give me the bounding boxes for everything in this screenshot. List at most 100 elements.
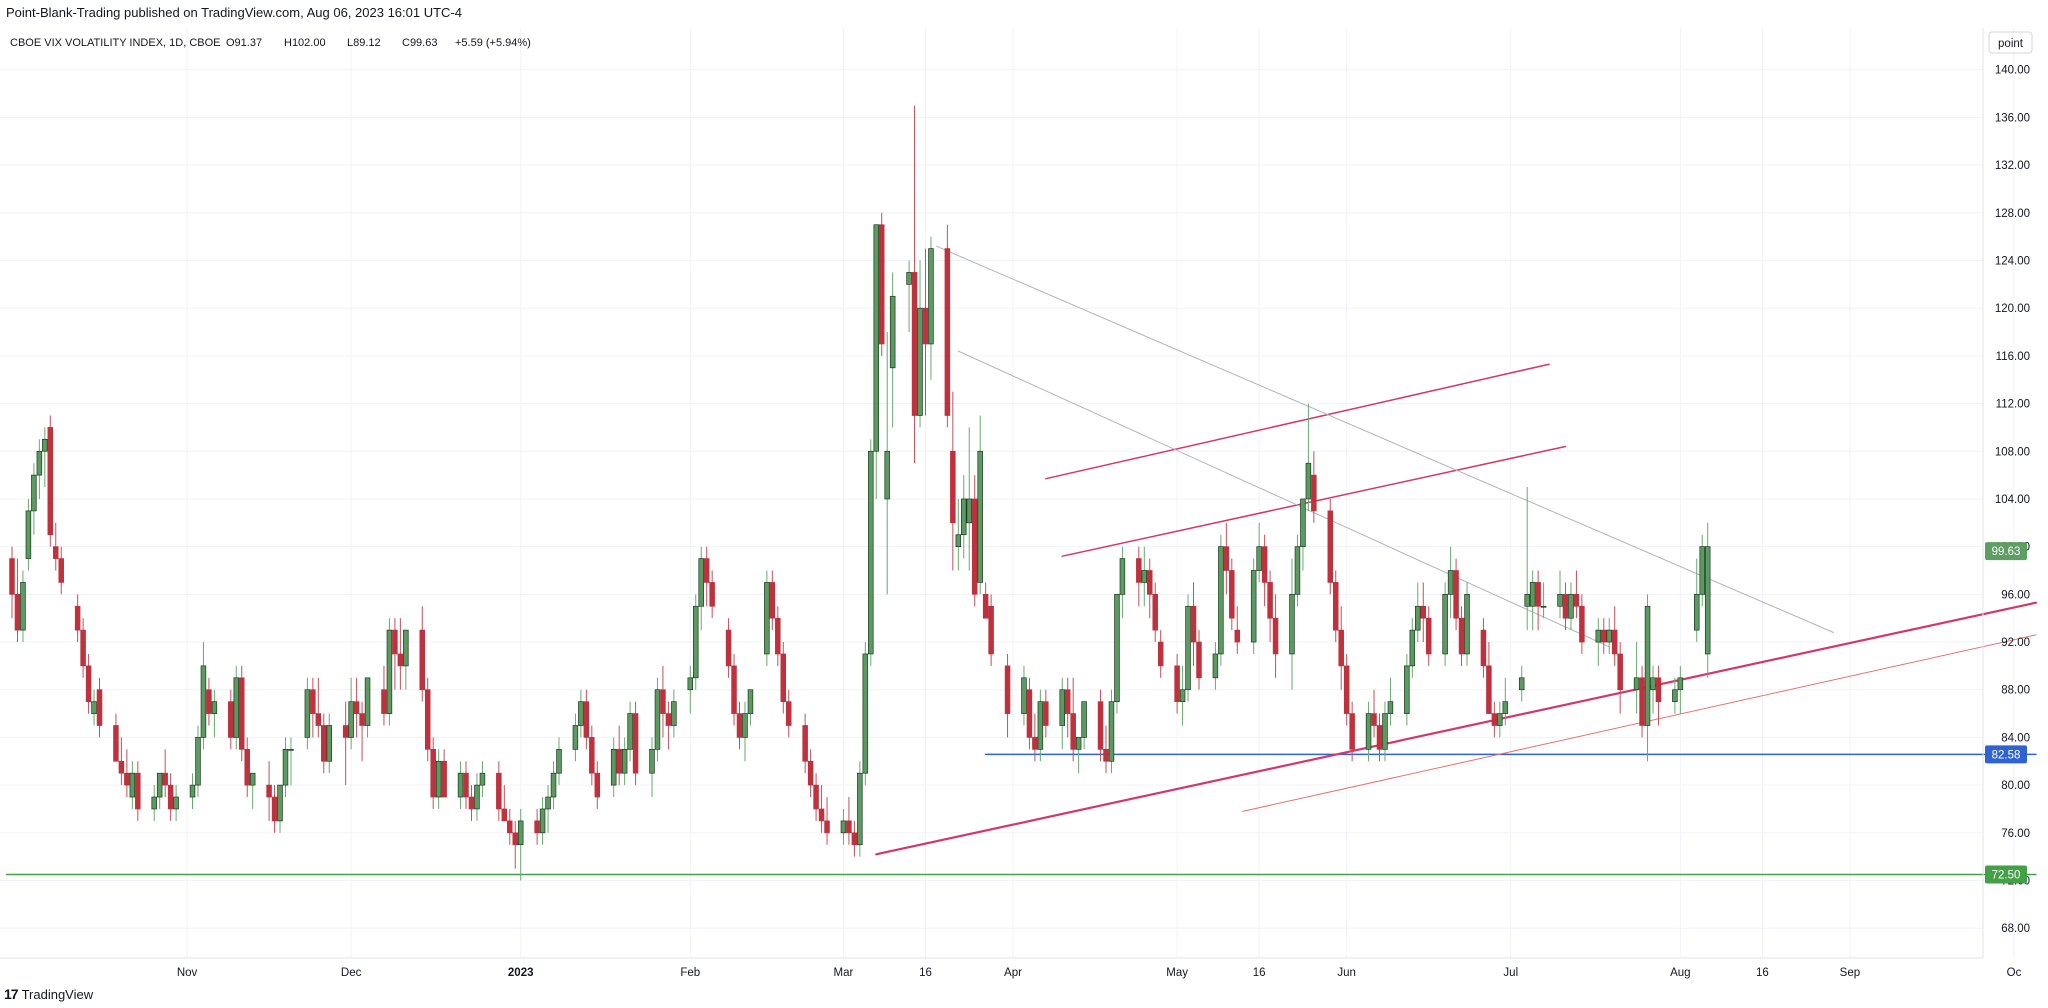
candle[interactable] bbox=[1021, 665, 1027, 726]
candle[interactable] bbox=[430, 737, 436, 809]
candle[interactable] bbox=[1289, 558, 1295, 690]
candle[interactable] bbox=[857, 761, 863, 857]
candle[interactable] bbox=[868, 439, 874, 666]
candle[interactable] bbox=[632, 701, 639, 786]
time-axis[interactable]: Nov Dec 2023 Feb Mar 16 Apr May 16 Jun Jul Aug 16 Sep… bbox=[0, 957, 2022, 979]
candle[interactable] bbox=[889, 272, 896, 428]
candle[interactable] bbox=[1497, 701, 1503, 738]
candle[interactable] bbox=[1672, 677, 1678, 714]
candle[interactable] bbox=[539, 797, 546, 845]
candle[interactable] bbox=[1694, 558, 1700, 643]
candle[interactable] bbox=[906, 260, 912, 333]
candle[interactable] bbox=[917, 260, 923, 428]
candle[interactable] bbox=[1343, 653, 1350, 726]
candle[interactable] bbox=[1075, 737, 1082, 774]
candle[interactable] bbox=[1404, 653, 1410, 726]
candle[interactable] bbox=[1595, 618, 1602, 666]
candle[interactable] bbox=[1250, 558, 1257, 654]
candle[interactable] bbox=[742, 701, 748, 762]
candle[interactable] bbox=[1442, 582, 1448, 666]
candle[interactable] bbox=[435, 749, 442, 809]
candle[interactable] bbox=[1152, 582, 1158, 643]
candle[interactable] bbox=[1529, 570, 1536, 631]
candle[interactable] bbox=[353, 677, 360, 738]
candle[interactable] bbox=[556, 737, 562, 786]
candle[interactable] bbox=[47, 415, 54, 547]
candle[interactable] bbox=[1458, 606, 1465, 666]
candle[interactable] bbox=[14, 558, 21, 643]
candle[interactable] bbox=[1633, 642, 1640, 714]
candle[interactable] bbox=[1267, 570, 1273, 643]
candle[interactable] bbox=[348, 677, 354, 750]
candle[interactable] bbox=[507, 808, 513, 845]
candle[interactable] bbox=[1677, 665, 1684, 714]
candle[interactable] bbox=[342, 701, 349, 786]
candle[interactable] bbox=[955, 498, 962, 571]
candle[interactable] bbox=[769, 570, 776, 631]
candle[interactable] bbox=[129, 761, 136, 809]
candle[interactable] bbox=[671, 689, 677, 738]
candle[interactable] bbox=[381, 665, 387, 726]
candle[interactable] bbox=[1447, 546, 1454, 619]
candle[interactable] bbox=[862, 642, 869, 786]
candle[interactable] bbox=[944, 224, 951, 428]
candle[interactable] bbox=[534, 808, 540, 845]
candle[interactable] bbox=[1070, 677, 1076, 762]
candle[interactable] bbox=[1639, 665, 1645, 738]
candle[interactable] bbox=[988, 594, 994, 666]
candle[interactable] bbox=[1464, 582, 1470, 666]
candle[interactable] bbox=[1234, 606, 1241, 654]
candle[interactable] bbox=[359, 701, 365, 762]
candle[interactable] bbox=[1568, 582, 1574, 631]
candle[interactable] bbox=[288, 737, 294, 786]
candle[interactable] bbox=[1004, 653, 1011, 738]
candle[interactable] bbox=[1535, 570, 1541, 631]
candle[interactable] bbox=[572, 713, 579, 762]
candle[interactable] bbox=[441, 749, 447, 798]
candle[interactable] bbox=[1212, 642, 1219, 690]
candle[interactable] bbox=[1491, 701, 1498, 738]
candle[interactable] bbox=[517, 808, 524, 881]
candle[interactable] bbox=[1218, 534, 1224, 666]
candle[interactable] bbox=[96, 677, 103, 738]
candle[interactable] bbox=[1190, 582, 1197, 666]
candle[interactable] bbox=[1119, 546, 1126, 619]
candle[interactable] bbox=[1114, 593, 1120, 714]
candle[interactable] bbox=[1196, 630, 1202, 690]
candle[interactable] bbox=[1338, 606, 1344, 690]
candle[interactable] bbox=[1037, 689, 1044, 762]
candle[interactable] bbox=[627, 701, 633, 762]
trendline-channel-upper[interactable] bbox=[1045, 363, 1550, 480]
price-axis[interactable]: 68.0072.0076.0080.0084.0088.0092.0096.00… bbox=[1982, 28, 2030, 958]
candle[interactable] bbox=[200, 642, 207, 750]
candle[interactable] bbox=[1699, 534, 1705, 607]
candle[interactable] bbox=[167, 773, 174, 821]
candle[interactable] bbox=[1453, 558, 1459, 631]
candle[interactable] bbox=[1524, 487, 1530, 631]
candle[interactable] bbox=[151, 785, 157, 821]
candle[interactable] bbox=[282, 737, 289, 798]
candle[interactable] bbox=[20, 570, 26, 643]
candle[interactable] bbox=[195, 725, 201, 798]
candle[interactable] bbox=[884, 332, 890, 595]
candle[interactable] bbox=[1223, 522, 1230, 595]
candle[interactable] bbox=[785, 689, 792, 738]
candle[interactable] bbox=[649, 737, 655, 798]
candle[interactable] bbox=[1562, 582, 1569, 631]
candles[interactable] bbox=[9, 105, 1711, 881]
candle[interactable] bbox=[616, 725, 622, 786]
trendline-downtrend-lower[interactable] bbox=[957, 350, 1610, 648]
candle[interactable] bbox=[971, 475, 978, 607]
candle[interactable] bbox=[1387, 677, 1394, 726]
candle[interactable] bbox=[135, 761, 141, 821]
candle[interactable] bbox=[58, 546, 64, 595]
candle[interactable] bbox=[977, 415, 983, 595]
candle[interactable] bbox=[731, 653, 737, 726]
candle[interactable] bbox=[91, 689, 97, 726]
candle[interactable] bbox=[692, 594, 699, 690]
candle[interactable] bbox=[74, 594, 81, 643]
candle[interactable] bbox=[703, 546, 710, 607]
candle[interactable] bbox=[878, 212, 885, 356]
candle[interactable] bbox=[42, 427, 48, 488]
candle[interactable] bbox=[321, 713, 327, 774]
